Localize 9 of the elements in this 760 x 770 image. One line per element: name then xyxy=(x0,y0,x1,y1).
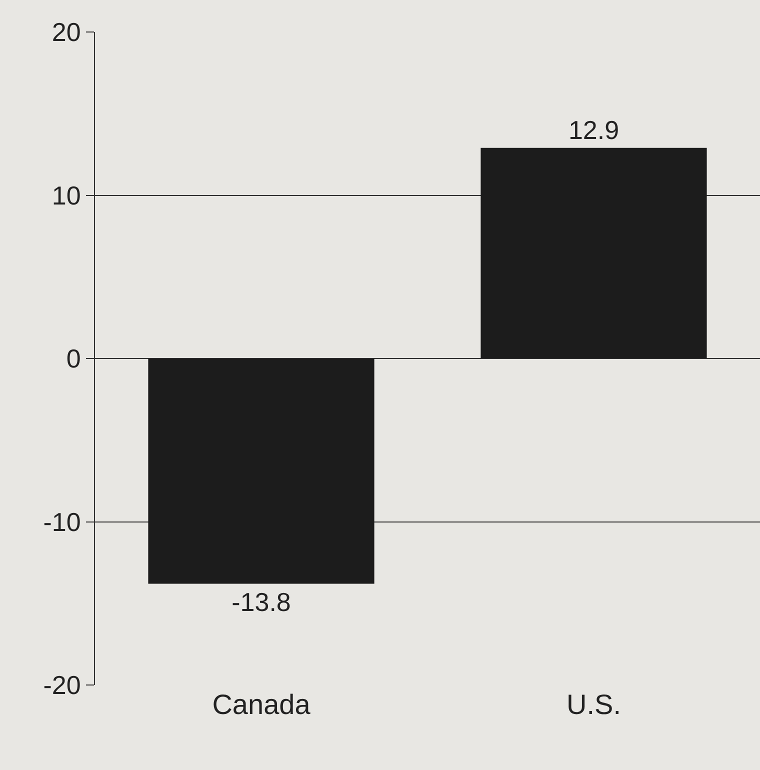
y-tick-label: 20 xyxy=(52,17,81,48)
y-tick-label: -20 xyxy=(43,670,81,700)
data-label: -13.8 xyxy=(232,586,291,617)
y-tick-label: 0 xyxy=(66,344,81,374)
data-label: 12.9 xyxy=(568,114,620,145)
x-tick-label: U.S. xyxy=(566,689,621,720)
y-tick-label: 10 xyxy=(52,180,81,210)
x-tick-label: Canada xyxy=(212,689,311,720)
y-tick-label: -10 xyxy=(43,506,81,537)
